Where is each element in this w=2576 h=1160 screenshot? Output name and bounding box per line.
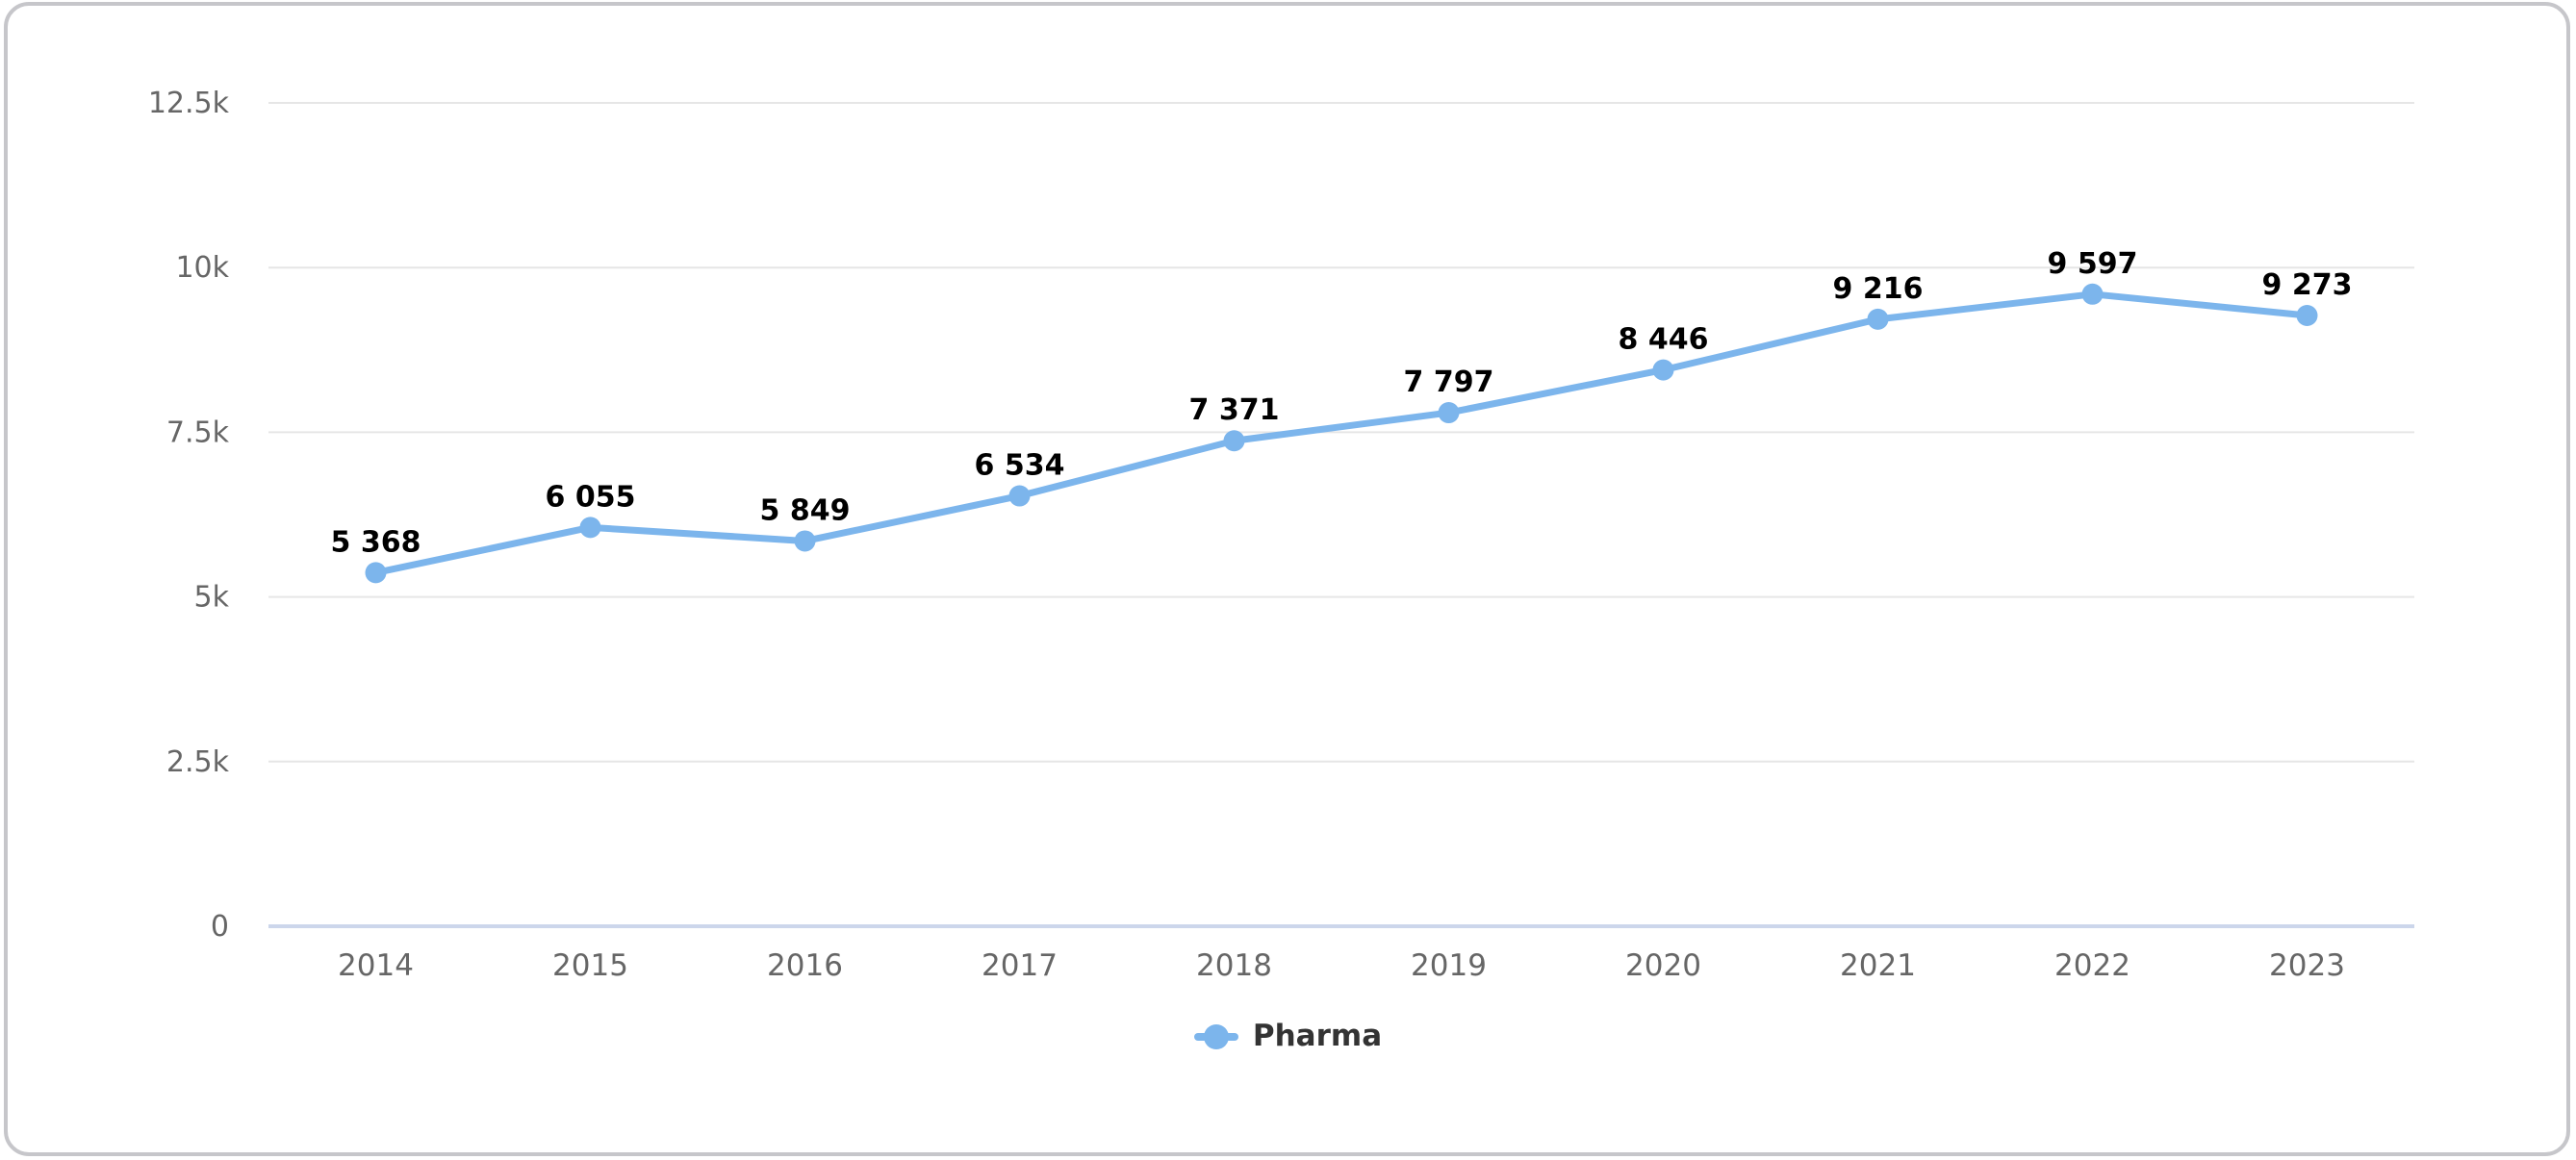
y-axis-tick-label: 12.5k: [148, 87, 230, 120]
x-axis-tick-label: 2014: [338, 948, 414, 983]
x-axis-tick-label: 2022: [2054, 948, 2130, 983]
x-axis-tick-label: 2017: [982, 948, 1058, 983]
data-point-label: 5 849: [760, 493, 851, 527]
legend-item-pharma[interactable]: Pharma: [1193, 1019, 1383, 1053]
series-line: [372, 290, 2310, 576]
data-point-label: 6 534: [975, 449, 1065, 483]
y-axis-tick-label: 7.5k: [166, 416, 230, 449]
data-point-label: 5 368: [331, 525, 421, 559]
legend: Pharma: [0, 1021, 2576, 1051]
data-point-marker[interactable]: [794, 530, 816, 552]
data-point-label: 7 371: [1189, 393, 1280, 427]
legend-line-marker-icon: [1193, 1023, 1238, 1049]
y-axis-tick-label: 10k: [175, 251, 229, 285]
x-axis-tick-label: 2018: [1196, 948, 1272, 983]
data-point-marker[interactable]: [579, 517, 601, 539]
x-axis-tick-label: 2015: [552, 948, 628, 983]
data-point-label: 9 216: [1833, 272, 1924, 306]
data-point-marker[interactable]: [1008, 485, 1031, 507]
data-point-marker[interactable]: [1867, 308, 1889, 330]
data-point-label: 8 446: [1619, 323, 1709, 357]
y-axis-tick-label: 2.5k: [166, 745, 230, 779]
data-point-marker[interactable]: [1223, 430, 1245, 452]
data-point-label: 7 797: [1404, 366, 1494, 399]
data-point-marker[interactable]: [2081, 283, 2104, 305]
data-point-marker[interactable]: [365, 562, 387, 584]
data-point-marker[interactable]: [2296, 304, 2318, 326]
legend-dot-icon: [1203, 1023, 1229, 1049]
data-point-label: 9 597: [2048, 247, 2138, 281]
data-point-marker[interactable]: [1438, 402, 1460, 424]
x-axis-tick-label: 2019: [1411, 948, 1487, 983]
x-axis-tick-label: 2023: [2269, 948, 2345, 983]
data-point-marker[interactable]: [1652, 359, 1674, 381]
x-axis-tick-label: 2020: [1625, 948, 1701, 983]
data-point-label: 6 055: [546, 480, 636, 514]
x-axis-tick-label: 2021: [1840, 948, 1916, 983]
legend-label: Pharma: [1252, 1019, 1383, 1053]
y-axis-tick-label: 0: [211, 910, 229, 944]
y-axis-tick-label: 5k: [194, 581, 230, 615]
data-point-label: 9 273: [2262, 268, 2353, 302]
x-axis-tick-label: 2016: [767, 948, 843, 983]
chart-card: [4, 2, 2570, 1156]
